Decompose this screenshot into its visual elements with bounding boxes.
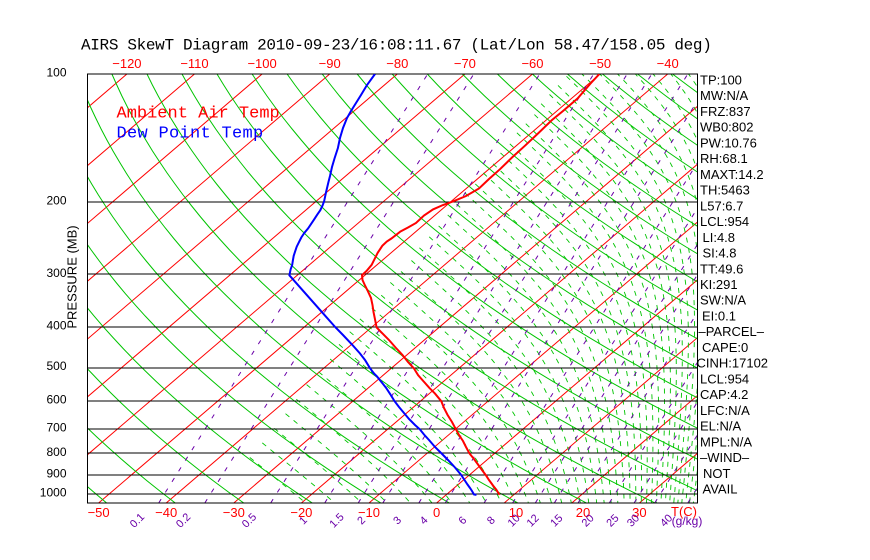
svg-text:900: 900 — [46, 466, 66, 480]
svg-text:AIRS SkewT Diagram 2010-09-23/: AIRS SkewT Diagram 2010-09-23/16:08:11.6… — [81, 37, 711, 55]
svg-text:T(C): T(C) — [671, 504, 697, 519]
svg-text:500: 500 — [46, 359, 66, 373]
svg-text:PW:10.76: PW:10.76 — [700, 135, 757, 150]
svg-text:Dew Point Temp: Dew Point Temp — [117, 124, 264, 143]
svg-text:NOT: NOT — [703, 466, 731, 481]
svg-text:AVAIL: AVAIL — [703, 482, 738, 497]
svg-text:MAXT:14.2: MAXT:14.2 — [700, 167, 764, 182]
svg-text:−20: −20 — [290, 505, 312, 520]
svg-text:−40: −40 — [657, 56, 679, 71]
svg-text:–PARCEL–: –PARCEL– — [699, 324, 765, 339]
svg-text:WB0:802: WB0:802 — [700, 120, 753, 135]
svg-text:LI:4.8: LI:4.8 — [703, 230, 736, 245]
svg-text:1000: 1000 — [40, 486, 67, 500]
svg-text:CAP:4.2: CAP:4.2 — [700, 387, 748, 402]
svg-text:LCL:954: LCL:954 — [700, 214, 749, 229]
svg-text:FRZ:837: FRZ:837 — [700, 104, 751, 119]
svg-text:−70: −70 — [454, 56, 476, 71]
svg-text:EI:0.1: EI:0.1 — [702, 309, 736, 324]
svg-text:(g/kg): (g/kg) — [672, 514, 703, 528]
svg-text:100: 100 — [46, 66, 66, 80]
svg-text:Ambient Air Temp: Ambient Air Temp — [117, 105, 280, 124]
svg-text:CINH:17102: CINH:17102 — [697, 356, 769, 371]
svg-text:−50: −50 — [589, 56, 611, 71]
svg-text:CAPE:0: CAPE:0 — [702, 340, 748, 355]
svg-text:−10: −10 — [358, 505, 380, 520]
svg-text:−90: −90 — [319, 56, 341, 71]
svg-text:20: 20 — [576, 505, 590, 520]
svg-text:10: 10 — [509, 505, 523, 520]
svg-text:LCL:954: LCL:954 — [700, 371, 749, 386]
svg-text:TH:5463: TH:5463 — [700, 183, 750, 198]
svg-text:PRESSURE (MB): PRESSURE (MB) — [65, 225, 80, 328]
svg-text:SI:4.8: SI:4.8 — [703, 246, 737, 261]
svg-text:800: 800 — [46, 445, 66, 459]
svg-text:−60: −60 — [521, 56, 543, 71]
svg-text:200: 200 — [46, 194, 66, 208]
svg-text:−40: −40 — [155, 505, 177, 520]
svg-text:KI:291: KI:291 — [700, 277, 738, 292]
svg-text:MW:N/A: MW:N/A — [700, 88, 748, 103]
svg-text:−30: −30 — [223, 505, 245, 520]
svg-text:–WIND–: –WIND– — [700, 450, 750, 465]
svg-text:−50: −50 — [88, 505, 110, 520]
svg-text:−110: −110 — [180, 56, 208, 71]
svg-text:700: 700 — [46, 420, 66, 434]
svg-text:TT:49.6: TT:49.6 — [700, 261, 743, 276]
svg-text:−80: −80 — [386, 56, 408, 71]
svg-text:−120: −120 — [112, 56, 141, 71]
svg-text:L57:6.7: L57:6.7 — [700, 198, 743, 213]
svg-text:EL:N/A: EL:N/A — [700, 419, 742, 434]
svg-text:TP:100: TP:100 — [700, 73, 742, 88]
svg-text:300: 300 — [46, 266, 66, 280]
svg-text:LFC:N/A: LFC:N/A — [700, 403, 750, 418]
svg-text:0: 0 — [433, 505, 440, 520]
svg-text:30: 30 — [632, 505, 646, 520]
svg-text:SW:N/A: SW:N/A — [700, 293, 746, 308]
svg-text:400: 400 — [46, 318, 66, 332]
svg-text:RH:68.1: RH:68.1 — [700, 151, 748, 166]
svg-text:MPL:N/A: MPL:N/A — [700, 434, 752, 449]
svg-text:−100: −100 — [247, 56, 276, 71]
svg-text:600: 600 — [46, 392, 66, 406]
